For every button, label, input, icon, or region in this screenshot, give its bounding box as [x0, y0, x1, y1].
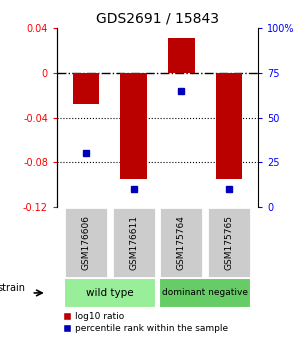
Text: GSM175764: GSM175764 — [177, 215, 186, 270]
Bar — [64, 278, 156, 308]
Bar — [159, 278, 251, 308]
Bar — [207, 207, 251, 278]
Text: strain: strain — [0, 284, 26, 293]
Text: wild type: wild type — [86, 288, 134, 298]
Bar — [64, 207, 108, 278]
Bar — [73, 73, 99, 104]
Bar — [216, 73, 242, 179]
Bar — [112, 207, 156, 278]
Bar — [159, 207, 203, 278]
Text: GSM176611: GSM176611 — [129, 215, 138, 270]
Title: GDS2691 / 15843: GDS2691 / 15843 — [96, 12, 219, 26]
Legend: log10 ratio, percentile rank within the sample: log10 ratio, percentile rank within the … — [64, 313, 228, 333]
Bar — [168, 38, 195, 73]
Bar — [120, 73, 147, 179]
Text: GSM176606: GSM176606 — [81, 215, 90, 270]
Text: GSM175765: GSM175765 — [225, 215, 234, 270]
Text: dominant negative: dominant negative — [162, 289, 248, 297]
